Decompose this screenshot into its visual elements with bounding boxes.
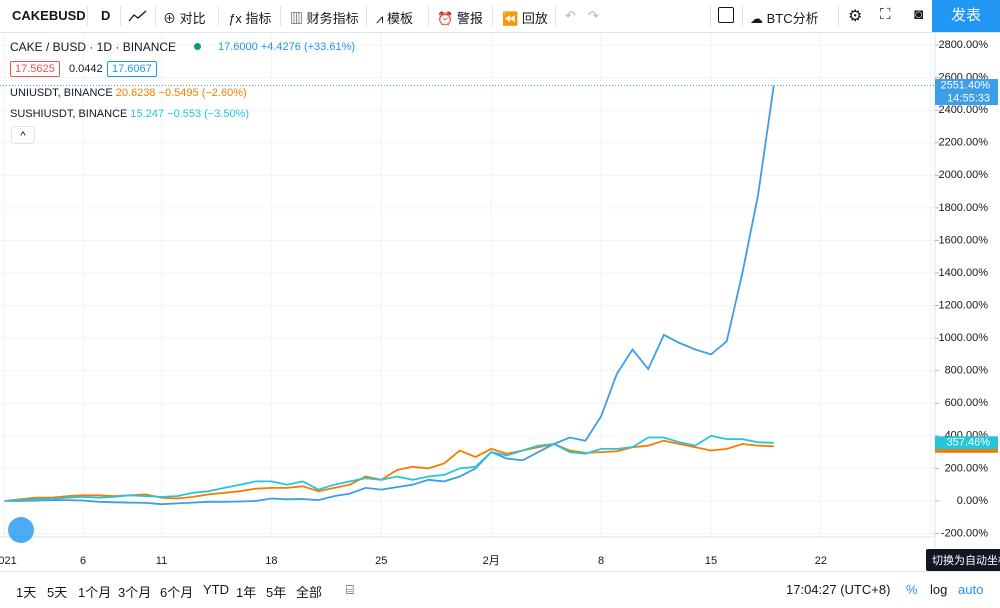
series-name: UNIUSDT, BINANCE bbox=[10, 87, 113, 99]
x-tick-label: 18 bbox=[265, 555, 277, 567]
logo bbox=[8, 517, 34, 543]
x-tick-label: 22 bbox=[815, 555, 827, 567]
indicators-button[interactable]: ƒx 指标 bbox=[228, 11, 272, 26]
series-line bbox=[4, 439, 774, 502]
financials-label: 财务指标 bbox=[306, 11, 359, 26]
toolbar: CAKEBUSD D ⊕ 对比 ƒx 指标 ▥ 财务指标 ⩘ 模板 ⏰ 警报 ⏪… bbox=[0, 0, 1000, 33]
publish-button[interactable]: 发表 bbox=[932, 0, 1000, 32]
layout-icon[interactable] bbox=[718, 7, 734, 23]
auto-toggle[interactable]: auto bbox=[958, 582, 984, 597]
undo[interactable]: ↶ bbox=[565, 8, 576, 23]
last-value-label: 2551.40% bbox=[940, 79, 990, 91]
series-price: 20.6238 bbox=[115, 87, 156, 99]
last-value-box bbox=[935, 79, 998, 106]
last-value-label: 357.46% bbox=[947, 437, 991, 449]
replay-button[interactable]: ⏪ 回放 bbox=[502, 11, 548, 26]
last-value-box bbox=[935, 436, 998, 450]
countdown: 14:55:33 bbox=[947, 92, 990, 104]
y-tick-label: -200.00% bbox=[941, 527, 988, 539]
percent-toggle[interactable]: % bbox=[906, 582, 918, 597]
log-toggle[interactable]: log bbox=[930, 582, 948, 597]
main-price: 17.6000 +4.4276 (+33.61%) bbox=[218, 41, 355, 53]
alert-button[interactable]: ⏰ 警报 bbox=[437, 11, 483, 26]
change: +4.4276 (+33.61%) bbox=[260, 41, 356, 53]
x-tick-label: 11 bbox=[156, 555, 167, 567]
y-tick-label: 2800.00% bbox=[938, 39, 988, 51]
interval[interactable]: D bbox=[101, 8, 111, 23]
settings-icon[interactable]: ⚙ bbox=[848, 8, 863, 25]
ask-box: 17.6067 bbox=[107, 61, 157, 77]
x-tick-label: 2月 bbox=[483, 555, 500, 567]
price-axis bbox=[935, 33, 1000, 570]
tooltip: 切换为自动坐标 bbox=[926, 549, 1000, 571]
fullscreen-icon[interactable]: ⛶ bbox=[880, 6, 891, 23]
financials-button[interactable]: ▥ 财务指标 bbox=[290, 11, 359, 26]
y-tick-label: 200.00% bbox=[945, 462, 989, 474]
compare-label: 对比 bbox=[179, 11, 206, 26]
x-tick-label: 2021 bbox=[0, 555, 17, 567]
range-button[interactable]: 1个月 bbox=[78, 585, 112, 600]
market-status-dot bbox=[194, 43, 201, 50]
indicators-label: 指标 bbox=[245, 11, 272, 26]
price: 17.6000 bbox=[218, 41, 258, 53]
spread: 0.0442 bbox=[69, 63, 103, 75]
bid-box: 17.5625 bbox=[10, 61, 60, 77]
range-button[interactable]: 5天 bbox=[47, 585, 68, 600]
x-tick-label: 15 bbox=[705, 555, 717, 567]
date-range-icon[interactable]: ⌸ bbox=[346, 582, 354, 597]
x-tick-label: 8 bbox=[598, 555, 604, 567]
chart-style-icon[interactable] bbox=[128, 8, 148, 24]
y-tick-label: 2000.00% bbox=[938, 169, 988, 181]
alert-label: 警报 bbox=[456, 11, 483, 26]
main-legend: CAKE / BUSD · 1D · BINANCE bbox=[10, 40, 177, 54]
range-button[interactable]: 1年 bbox=[236, 585, 257, 600]
series-change: −0.5495 (−2.60%) bbox=[158, 87, 247, 99]
collapse-legend[interactable]: ^ bbox=[11, 126, 35, 144]
analysis-label: BTC分析 bbox=[766, 11, 819, 26]
series-price: 15.247 bbox=[130, 108, 165, 120]
compare-button[interactable]: ⊕ 对比 bbox=[163, 11, 206, 26]
series-line bbox=[4, 434, 774, 502]
templates-button[interactable]: ⩘ 模板 bbox=[376, 11, 413, 26]
range-button[interactable]: 全部 bbox=[296, 585, 323, 600]
clock: 17:04:27 (UTC+8) bbox=[786, 582, 891, 597]
range-button[interactable]: 3个月 bbox=[118, 585, 152, 600]
templates-label: 模板 bbox=[386, 11, 413, 26]
symbol[interactable]: CAKEBUSD bbox=[12, 8, 86, 23]
x-tick-label: 25 bbox=[375, 555, 387, 567]
y-tick-label: 0.00% bbox=[957, 495, 988, 507]
series-change: −0.553 (−3.50%) bbox=[167, 108, 250, 120]
replay-label: 回放 bbox=[521, 11, 548, 26]
range-button[interactable]: 5年 bbox=[266, 585, 287, 600]
analysis-button[interactable]: ☁ BTC分析 bbox=[750, 11, 819, 26]
compare-legend: SUSHIUSDT, BINANCE 15.247 −0.553 (−3.50%… bbox=[10, 108, 249, 120]
x-tick-label: 6 bbox=[80, 555, 86, 567]
compare-legend: UNIUSDT, BINANCE 20.6238 −0.5495 (−2.60%… bbox=[10, 87, 247, 99]
redo[interactable]: ↷ bbox=[588, 8, 599, 23]
y-tick-label: 2400.00% bbox=[938, 104, 988, 116]
range-button[interactable]: 1天 bbox=[16, 585, 37, 600]
y-tick-label: 1000.00% bbox=[938, 332, 988, 344]
y-tick-label: 1600.00% bbox=[938, 234, 988, 246]
y-tick-label: 800.00% bbox=[945, 365, 989, 377]
chart: -200.00%0.00%200.00%400.00%600.00%800.00… bbox=[0, 33, 1000, 570]
range-button[interactable]: 6个月 bbox=[160, 585, 194, 600]
y-tick-label: 1200.00% bbox=[938, 299, 988, 311]
y-tick-label: 2200.00% bbox=[938, 137, 988, 149]
range-button[interactable]: YTD bbox=[203, 582, 229, 597]
y-tick-label: 1800.00% bbox=[938, 202, 988, 214]
y-tick-label: 1400.00% bbox=[938, 267, 988, 279]
bottom-bar: 1天 5天 1个月 3个月 6个月 YTD 1年 5年 全部 ⌸ 17:04:27 (UTC+8… bbox=[0, 571, 1000, 608]
series-line bbox=[4, 85, 775, 506]
y-tick-label: 600.00% bbox=[945, 397, 989, 409]
series-name: SUSHIUSDT, BINANCE bbox=[10, 108, 128, 120]
snapshot-icon[interactable]: ◙ bbox=[914, 6, 924, 23]
